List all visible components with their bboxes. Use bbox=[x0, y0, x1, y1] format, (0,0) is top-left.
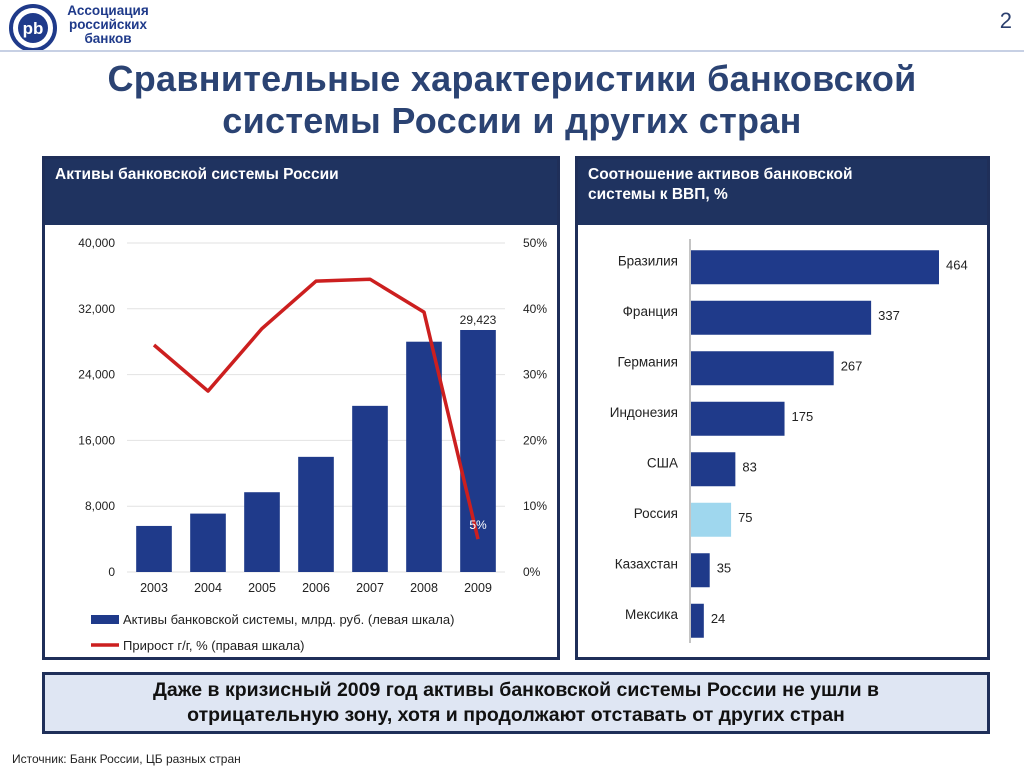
country-value-label: 175 bbox=[792, 409, 814, 424]
asset-bar bbox=[406, 341, 442, 572]
country-bar bbox=[691, 603, 704, 638]
country-bar bbox=[691, 300, 872, 335]
country-value-label: 267 bbox=[841, 358, 863, 373]
country-label: Мексика bbox=[625, 607, 678, 622]
slide-title-line: Сравнительные характеристики банковской bbox=[107, 58, 917, 99]
country-value-label: 337 bbox=[878, 308, 900, 323]
y-right-tick-label: 30% bbox=[523, 368, 547, 382]
y-right-tick-label: 50% bbox=[523, 236, 547, 250]
y-left-tick-label: 8,000 bbox=[85, 499, 115, 513]
country-value-label: 35 bbox=[717, 560, 731, 575]
x-tick-label: 2004 bbox=[194, 581, 222, 595]
y-left-tick-label: 40,000 bbox=[78, 236, 115, 250]
country-bar bbox=[691, 452, 736, 487]
assets-to-gdp-title-line: Соотношение активов банковской bbox=[588, 166, 853, 183]
growth-line bbox=[152, 277, 480, 540]
country-label: Бразилия bbox=[618, 253, 678, 268]
country-label: Индонезия bbox=[610, 405, 678, 420]
logo-text-line: банков bbox=[84, 31, 132, 46]
x-tick-label: 2006 bbox=[302, 581, 330, 595]
country-label: Казахстан bbox=[615, 556, 678, 571]
country-label: Германия bbox=[617, 354, 678, 369]
conclusion-line: отрицательную зону, хотя и продолжают от… bbox=[187, 704, 845, 726]
y-right-tick-label: 10% bbox=[523, 499, 547, 513]
asset-bar bbox=[190, 513, 226, 572]
legend-bar-swatch bbox=[91, 615, 119, 624]
y-left-tick-label: 0 bbox=[108, 565, 115, 579]
logo-mark: pb bbox=[23, 19, 44, 38]
bar-data-label: 29,423 bbox=[460, 313, 497, 327]
country-bar bbox=[691, 401, 785, 436]
y-right-tick-label: 20% bbox=[523, 433, 547, 447]
logo-disc-icon bbox=[18, 13, 48, 43]
x-tick-label: 2005 bbox=[248, 581, 276, 595]
y-left-tick-label: 16,000 bbox=[78, 433, 115, 447]
country-value-label: 83 bbox=[742, 459, 756, 474]
logo-text-line: российских bbox=[68, 17, 147, 32]
y-left-tick-label: 24,000 bbox=[78, 368, 115, 382]
assets-to-gdp-title: Соотношение активов банковской системы к… bbox=[578, 159, 987, 225]
x-tick-label: 2009 bbox=[464, 581, 492, 595]
slide-title-line: системы России и других стран bbox=[222, 100, 802, 141]
country-value-label: 464 bbox=[946, 257, 968, 272]
legend-bar-label: Активы банковской системы, млрд. руб. (л… bbox=[123, 612, 454, 627]
legend-line-label: Прирост г/г, % (правая шкала) bbox=[123, 638, 305, 653]
conclusion-callout: Даже в кризисный 2009 год активы банковс… bbox=[42, 672, 990, 734]
country-bar bbox=[691, 351, 834, 386]
country-value-label: 24 bbox=[711, 611, 725, 626]
asset-bar bbox=[298, 456, 334, 572]
asset-bar bbox=[244, 492, 280, 572]
line-data-label: 5% bbox=[469, 518, 487, 532]
country-label: США bbox=[647, 455, 678, 470]
assets-to-gdp-panel: Соотношение активов банковской системы к… bbox=[575, 156, 990, 660]
source-note: Источник: Банк России, ЦБ разных стран bbox=[12, 752, 241, 766]
y-left-tick-label: 32,000 bbox=[78, 302, 115, 316]
country-bar bbox=[691, 250, 939, 285]
assets-combo-chart: 0 8,000 16,000 24,000 32,000 40,000 0% 10% 20% 30… bbox=[78, 236, 547, 653]
assets-chart-title: Активы банковской системы России bbox=[45, 159, 557, 225]
x-tick-label: 2007 bbox=[356, 581, 384, 595]
x-tick-label: 2003 bbox=[140, 581, 168, 595]
asset-bar bbox=[352, 405, 388, 572]
assets-chart-panel: Активы банковской системы России 0 8,000 1… bbox=[42, 156, 560, 660]
logo-text-line: Ассоциация bbox=[67, 3, 149, 18]
association-logo: pb bbox=[9, 4, 57, 52]
y-right-tick-label: 40% bbox=[523, 302, 547, 316]
page-number: 2 bbox=[999, 8, 1012, 33]
logo-text: Ассоциация российских банков bbox=[58, 4, 158, 46]
conclusion-line: Даже в кризисный 2009 год активы банковс… bbox=[152, 679, 880, 701]
header-divider bbox=[0, 50, 1024, 52]
x-tick-label: 2008 bbox=[410, 581, 438, 595]
country-label: Франция bbox=[623, 304, 678, 319]
y-right-tick-label: 0% bbox=[523, 565, 541, 579]
assets-to-gdp-title-line: системы к ВВП, % bbox=[588, 186, 728, 203]
country-bar bbox=[691, 553, 710, 588]
country-label: Россия bbox=[634, 506, 678, 521]
slide-title: Сравнительные характеристики банковской … bbox=[40, 58, 984, 142]
asset-bar bbox=[136, 525, 172, 572]
country-value-label: 75 bbox=[738, 510, 752, 525]
assets-to-gdp-chart: Бразилия 464 Франция 337 Германия 267 Индонези… bbox=[610, 239, 968, 643]
country-bar bbox=[691, 502, 732, 537]
